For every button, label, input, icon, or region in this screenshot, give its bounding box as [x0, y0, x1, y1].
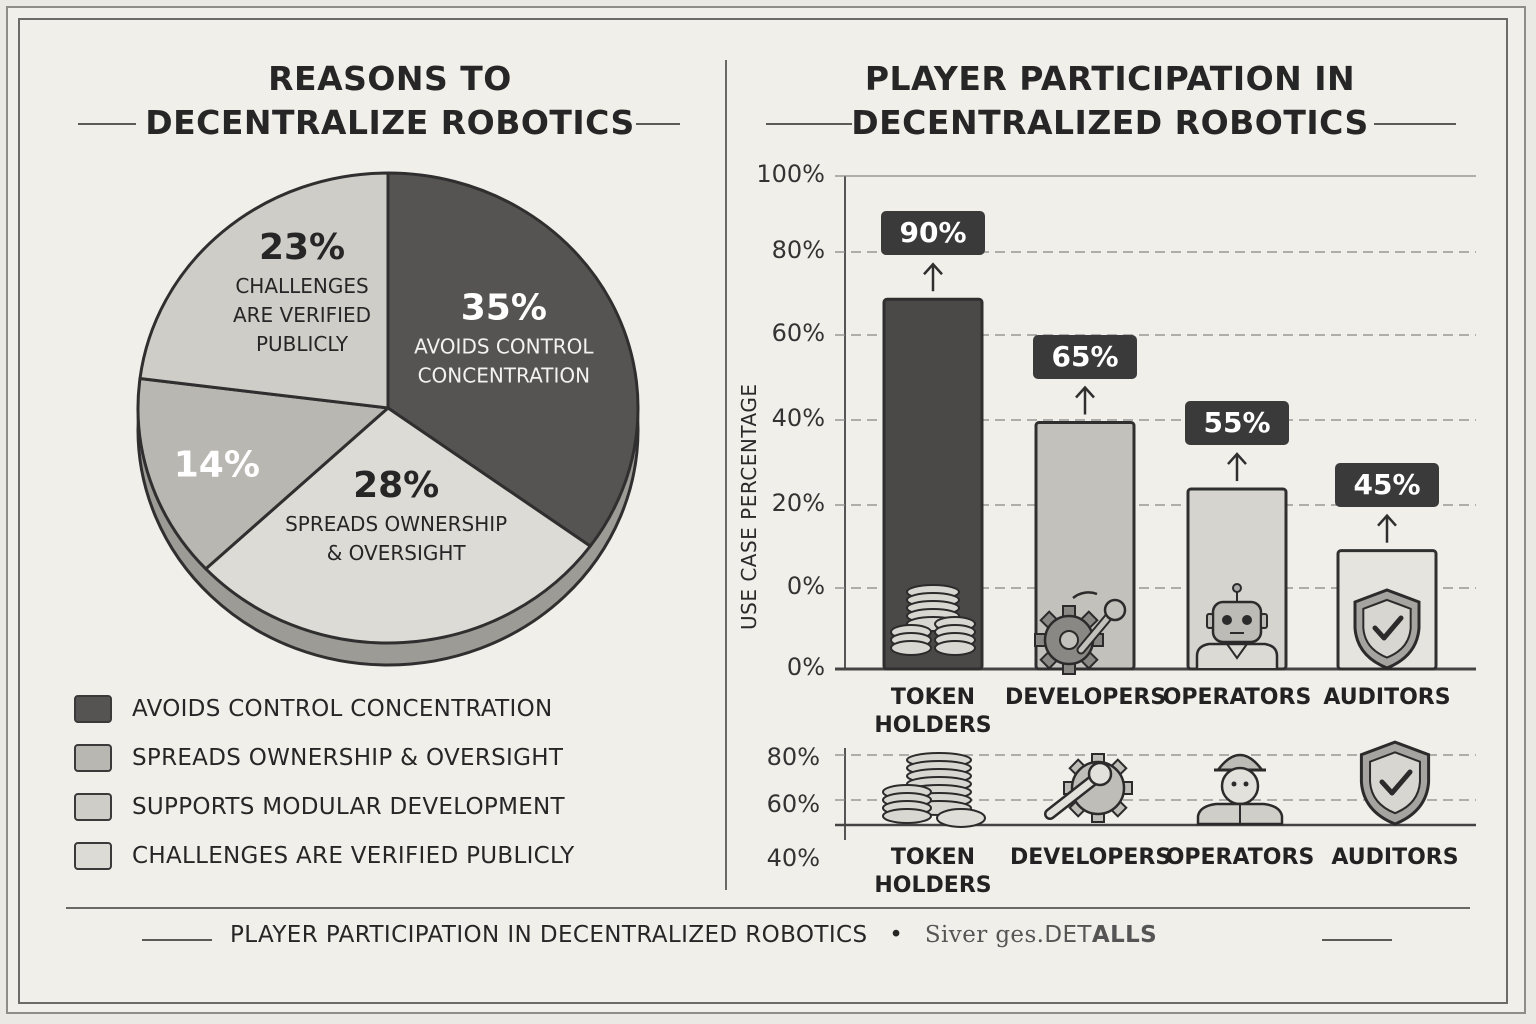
- pie-slice-value: 35%: [461, 288, 547, 329]
- bar-title-rule-left: [766, 123, 852, 125]
- bar-category-label: AUDITORS: [1307, 684, 1467, 712]
- pie-title-line2: DECENTRALIZE ROBOTICS: [145, 103, 635, 142]
- y-tick-label: 60%: [771, 319, 825, 347]
- legend-label: SUPPORTS MODULAR DEVELOPMENT: [132, 794, 565, 820]
- robot-icon: [1195, 583, 1279, 668]
- y-axis-title: USE CASE PERCENTAGE: [737, 384, 761, 630]
- y-tick-label: 0%: [786, 653, 825, 681]
- strip-category-line: HOLDERS: [874, 873, 992, 898]
- pie-slice-value: 23%: [259, 227, 345, 268]
- strip-category-label: AUDITORS: [1315, 844, 1475, 872]
- bar-category-line: HOLDERS: [874, 713, 992, 738]
- strip-category-line: OPERATORS: [1165, 845, 1315, 870]
- bar-title: PLAYER PARTICIPATION IN DECENTRALIZED RO…: [820, 57, 1400, 145]
- pie-slice: [136, 377, 390, 571]
- bar-value-badge: 90%: [881, 211, 985, 256]
- bar-arrow-head: [1227, 452, 1247, 465]
- y-tick-label: 20%: [771, 489, 825, 517]
- bar-category-line: OPERATORS: [1162, 685, 1312, 710]
- legend-item: SUPPORTS MODULAR DEVELOPMENT: [74, 791, 565, 823]
- pie-slice-label: CHALLENGES: [235, 274, 368, 298]
- bar-category-line: TOKEN: [890, 685, 976, 710]
- strip-tick-label: 60%: [766, 790, 820, 818]
- footer-rule-left: [142, 939, 212, 941]
- bar: [882, 297, 984, 671]
- bar-title-line2: DECENTRALIZED ROBOTICS: [851, 103, 1369, 142]
- bar-value-badge: 45%: [1335, 462, 1439, 507]
- legend-swatch: [74, 842, 112, 870]
- pie-slice-label: AVOIDS CONTROL: [414, 335, 594, 359]
- pie-slice: [386, 171, 640, 548]
- legend-label: SPREADS OWNERSHIP & OVERSIGHT: [132, 745, 564, 771]
- strip-category-label: DEVELOPERS: [1010, 844, 1172, 872]
- shield-check-icon: [1353, 588, 1421, 670]
- pie-title-rule-right: [636, 123, 680, 125]
- inner-frame: [18, 18, 1508, 1004]
- footer-divider: [66, 907, 1470, 909]
- coins-icon: [882, 752, 986, 828]
- pie-slice-label: CONCENTRATION: [418, 364, 590, 388]
- pie-slice-label: ARE VERIFIED: [233, 303, 371, 327]
- pie-title-line1: REASONS TO: [268, 59, 512, 98]
- pie-slice-value: 28%: [353, 465, 439, 506]
- legend-label: AVOIDS CONTROL CONCENTRATION: [132, 696, 553, 722]
- bar-arrow-head: [1377, 513, 1397, 527]
- pie-slice-value: 14%: [174, 444, 260, 485]
- bar-value-badge: 55%: [1185, 401, 1289, 446]
- footer-rule-right: [1322, 939, 1392, 941]
- strip-category-line: DEVELOPERS: [1010, 845, 1172, 870]
- pie-title-rule-left: [78, 123, 136, 125]
- y-tick-label: 100%: [756, 160, 825, 188]
- icon-strip: [835, 740, 1476, 840]
- footer-brand-bold: ALLS: [1091, 922, 1158, 948]
- gear-wrench-icon: [1034, 591, 1127, 675]
- legend-item: SPREADS OWNERSHIP & OVERSIGHT: [74, 742, 563, 774]
- legend-swatch: [74, 695, 112, 723]
- legend-swatch: [74, 744, 112, 772]
- pie-chart: 35% AVOIDS CONTROL CONCENTRATION 28% SPREADS…: [136, 171, 640, 667]
- legend-item: CHALLENGES ARE VERIFIED PUBLICLY: [74, 840, 574, 872]
- pie-slice: [204, 406, 592, 645]
- shield-check-icon: [1359, 740, 1431, 826]
- footer: PLAYER PARTICIPATION IN DECENTRALIZED RO…: [230, 922, 1157, 948]
- strip-tick-label: 80%: [766, 743, 820, 771]
- bar-category-line: DEVELOPERS: [1005, 685, 1167, 710]
- legend-item: AVOIDS CONTROL CONCENTRATION: [74, 693, 552, 725]
- bar-title-line1: PLAYER PARTICIPATION IN: [864, 59, 1356, 98]
- legend-swatch: [74, 793, 112, 821]
- bar-chart: USE CASE PERCENTAGE: [737, 175, 1476, 675]
- bar-category-label: OPERATORS: [1157, 684, 1317, 712]
- footer-separator: •: [889, 922, 904, 948]
- bar-category-line: AUDITORS: [1323, 685, 1451, 710]
- pie-title: REASONS TO DECENTRALIZE ROBOTICS: [80, 57, 700, 145]
- y-tick-label: 0%: [786, 572, 825, 600]
- pie-slice-label: & OVERSIGHT: [327, 541, 467, 565]
- pie-slice: [138, 171, 390, 410]
- legend-label: CHALLENGES ARE VERIFIED PUBLICLY: [132, 843, 575, 869]
- coins-icon: [890, 584, 976, 656]
- footer-brand-caps: DET: [1044, 922, 1092, 948]
- y-tick-label: 40%: [771, 404, 825, 432]
- footer-brand-plain: Siver ges.: [924, 922, 1045, 948]
- pie-slice-label: SPREADS OWNERSHIP: [285, 512, 507, 536]
- bar-category-label: TOKEN HOLDERS: [853, 684, 1013, 740]
- y-tick-label: 80%: [771, 236, 825, 264]
- bar-title-rule-right: [1374, 123, 1456, 125]
- gear-wrench-icon: [1044, 753, 1133, 823]
- bar-arrow-head: [1075, 385, 1095, 399]
- panel-divider: [725, 60, 727, 890]
- worker-icon: [1196, 753, 1284, 826]
- strip-category-label: OPERATORS: [1160, 844, 1320, 872]
- footer-title: PLAYER PARTICIPATION IN DECENTRALIZED RO…: [230, 922, 868, 948]
- strip-category-label: TOKEN HOLDERS: [853, 844, 1013, 900]
- strip-category-line: AUDITORS: [1331, 845, 1459, 870]
- bar-category-label: DEVELOPERS: [1005, 684, 1167, 712]
- bar-arrow-head: [923, 262, 943, 276]
- strip-category-line: TOKEN: [890, 845, 976, 870]
- pie-slice-label: PUBLICLY: [256, 332, 349, 356]
- strip-tick-label: 40%: [766, 844, 820, 872]
- bar-value-badge: 65%: [1033, 334, 1137, 379]
